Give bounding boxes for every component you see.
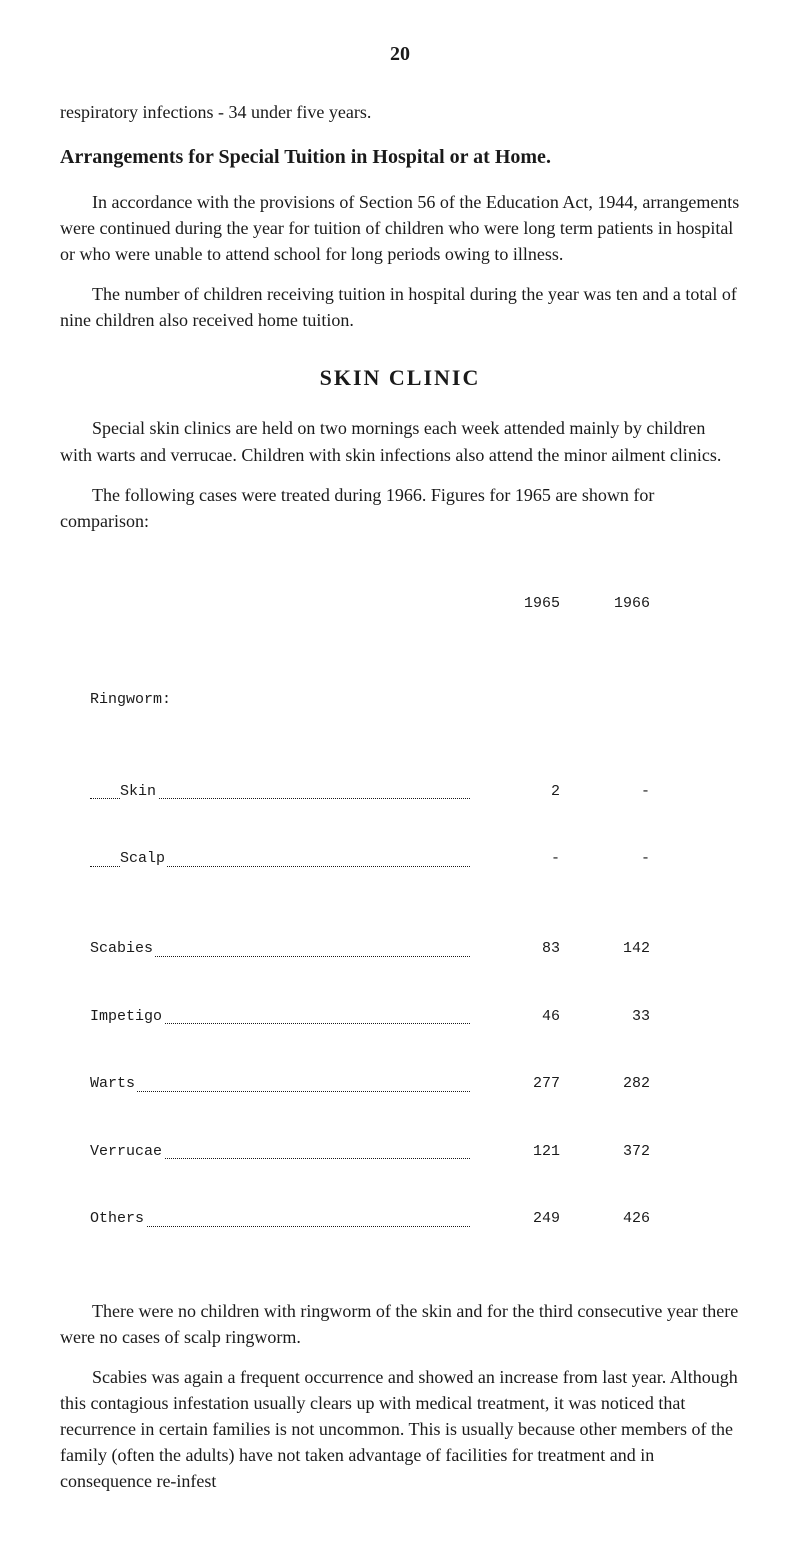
intro-line: respiratory infections - 34 under five y…	[60, 99, 740, 125]
row-val-1965: 249	[470, 1208, 560, 1231]
row-label: Scabies	[90, 940, 155, 957]
row-label: Warts	[90, 1075, 137, 1092]
table-col-1966: 1966	[560, 593, 650, 616]
row-val-1965: 277	[470, 1073, 560, 1096]
row-label: Scalp	[120, 850, 167, 867]
section2-para2: The following cases were treated during …	[60, 482, 740, 534]
section1-para2: The number of children receiving tuition…	[60, 281, 740, 333]
row-val-1966: 372	[560, 1141, 650, 1164]
table-row: Impetigo 46 33	[90, 1006, 740, 1029]
cases-table: 1965 1966 Ringworm: Skin 2 - Scalp - - S…	[90, 548, 740, 1276]
table-header-blank	[90, 593, 470, 616]
table-section-label: Ringworm:	[90, 689, 740, 712]
row-val-1966: 33	[560, 1006, 650, 1029]
section3-para1: There were no children with ringworm of …	[60, 1298, 740, 1350]
table-row: Skin 2 -	[90, 781, 740, 804]
table-header-row: 1965 1966	[90, 593, 740, 616]
table-row: Warts 277 282	[90, 1073, 740, 1096]
row-label: Others	[90, 1210, 146, 1227]
row-val-1966: 426	[560, 1208, 650, 1231]
row-label: Skin	[120, 783, 158, 800]
row-val-1966: -	[560, 781, 650, 804]
section-heading-skin-clinic: SKIN CLINIC	[60, 362, 740, 394]
row-label: Impetigo	[90, 1008, 164, 1025]
page: 20 respiratory infections - 34 under fiv…	[0, 0, 800, 1568]
table-col-1965: 1965	[470, 593, 560, 616]
row-val-1966: -	[560, 848, 650, 871]
row-val-1966: 282	[560, 1073, 650, 1096]
row-val-1966: 142	[560, 938, 650, 961]
row-val-1965: 46	[470, 1006, 560, 1029]
row-val-1965: 121	[470, 1141, 560, 1164]
table-row: Verrucae 121 372	[90, 1141, 740, 1164]
page-number: 20	[60, 40, 740, 69]
table-row: Scalp - -	[90, 848, 740, 871]
row-val-1965: -	[470, 848, 560, 871]
row-val-1965: 83	[470, 938, 560, 961]
row-val-1965: 2	[470, 781, 560, 804]
section1-para1: In accordance with the provisions of Sec…	[60, 189, 740, 267]
section2-para1: Special skin clinics are held on two mor…	[60, 415, 740, 467]
table-row: Scabies 83 142	[90, 938, 740, 961]
section3-para2: Scabies was again a frequent occurrence …	[60, 1364, 740, 1494]
row-label: Verrucae	[90, 1143, 164, 1160]
table-row: Others 249 426	[90, 1208, 740, 1231]
section-heading-arrangements: Arrangements for Special Tuition in Hosp…	[60, 143, 740, 171]
